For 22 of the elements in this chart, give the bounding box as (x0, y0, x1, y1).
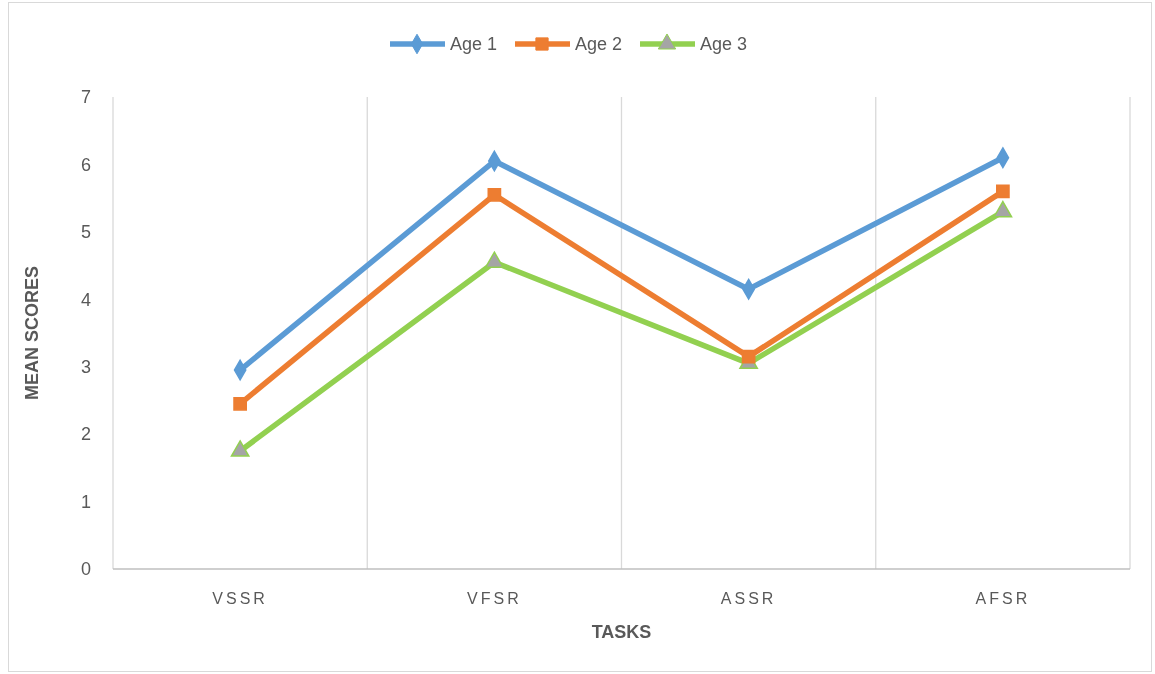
y-tick-label: 5 (80, 222, 91, 243)
x-tick-label: VFSR (467, 590, 522, 607)
y-tick-label: 6 (80, 154, 91, 175)
point (487, 187, 502, 202)
legend-label: Age 1 (450, 34, 498, 55)
x-tick-label: ASSR (720, 590, 777, 607)
legend-label: Age 3 (700, 34, 748, 55)
legend-label: Age 2 (575, 34, 623, 55)
y-tick-label: 7 (80, 87, 91, 108)
y-tick-label: 0 (80, 559, 91, 580)
point (230, 440, 250, 457)
y-axis-title: MEAN SCORES (22, 265, 42, 401)
point (233, 396, 247, 411)
point (996, 184, 1010, 199)
y-tick-label: 4 (80, 289, 91, 310)
y-tick-label: 1 (80, 491, 91, 512)
y-tick-label: 2 (80, 424, 91, 445)
x-tick-label: AFSR (975, 590, 1031, 607)
x-axis-title: TASKS (591, 622, 652, 642)
point (741, 349, 756, 364)
y-tick-label: 3 (80, 357, 91, 378)
x-tick-label: VSSR (212, 590, 268, 607)
